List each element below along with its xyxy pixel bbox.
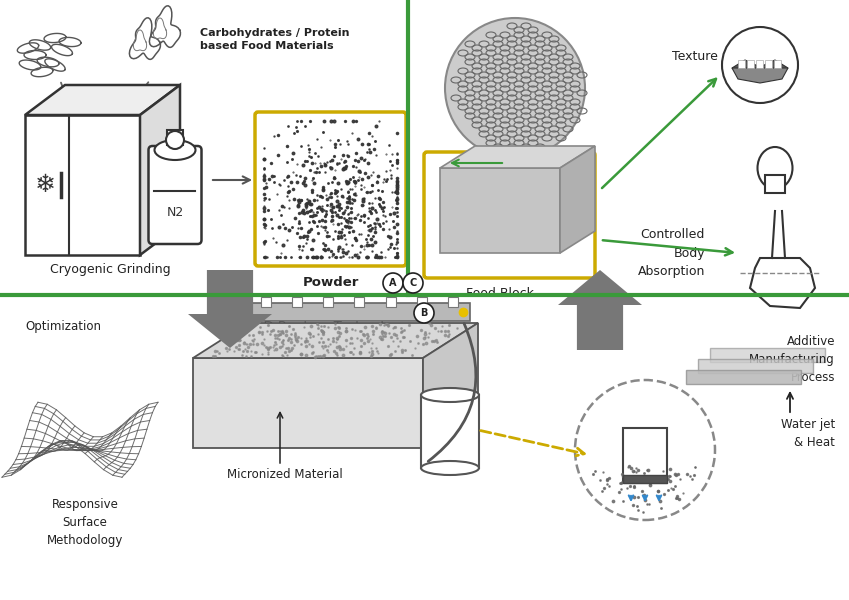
Text: Texture: Texture xyxy=(672,50,718,64)
Text: C: C xyxy=(409,278,417,288)
Bar xyxy=(25,115,140,255)
Bar xyxy=(765,60,772,68)
FancyBboxPatch shape xyxy=(255,112,406,266)
FancyBboxPatch shape xyxy=(149,146,201,244)
Circle shape xyxy=(414,303,434,323)
Bar xyxy=(355,297,364,307)
Polygon shape xyxy=(149,6,181,47)
FancyBboxPatch shape xyxy=(686,370,801,384)
Bar xyxy=(738,60,745,68)
Text: Carbohydrates / Protein
based Food Materials: Carbohydrates / Protein based Food Mater… xyxy=(200,28,350,51)
Bar xyxy=(421,395,479,468)
Polygon shape xyxy=(732,68,788,83)
Circle shape xyxy=(383,273,403,293)
Polygon shape xyxy=(193,323,478,358)
Text: Responsive
Surface
Methodology: Responsive Surface Methodology xyxy=(47,498,123,547)
Ellipse shape xyxy=(155,140,195,160)
Bar xyxy=(250,303,470,321)
Polygon shape xyxy=(750,258,815,308)
Text: Additive
Manufacturing
Process: Additive Manufacturing Process xyxy=(750,335,835,384)
Ellipse shape xyxy=(421,461,479,475)
Text: ❄: ❄ xyxy=(35,173,56,197)
Circle shape xyxy=(403,273,423,293)
FancyBboxPatch shape xyxy=(424,152,595,278)
Text: B: B xyxy=(420,308,428,318)
Bar xyxy=(440,168,560,253)
Text: 3D Printing Technology: 3D Printing Technology xyxy=(255,320,408,333)
Ellipse shape xyxy=(757,147,792,189)
Polygon shape xyxy=(558,270,642,350)
Polygon shape xyxy=(732,60,788,73)
Text: Food Block: Food Block xyxy=(465,287,533,300)
FancyBboxPatch shape xyxy=(710,348,825,362)
Polygon shape xyxy=(25,85,180,115)
Bar xyxy=(167,130,183,145)
Text: Porous Structure: Porous Structure xyxy=(448,168,552,181)
Bar xyxy=(623,475,667,483)
Polygon shape xyxy=(140,85,180,255)
Bar xyxy=(385,297,396,307)
Bar xyxy=(193,358,423,448)
Polygon shape xyxy=(188,270,272,348)
Circle shape xyxy=(166,131,184,149)
Polygon shape xyxy=(560,146,595,253)
Text: Powder: Powder xyxy=(302,276,358,289)
Circle shape xyxy=(575,380,715,520)
Bar xyxy=(774,60,781,68)
Text: Controlled
Body
Absorption: Controlled Body Absorption xyxy=(638,229,705,277)
Bar xyxy=(261,297,271,307)
Polygon shape xyxy=(423,323,478,448)
Bar xyxy=(756,60,763,68)
Polygon shape xyxy=(440,146,595,168)
Bar xyxy=(765,175,785,193)
Text: Water jet
& Heat: Water jet & Heat xyxy=(781,418,835,449)
Text: A: A xyxy=(389,278,396,288)
Bar xyxy=(747,60,754,68)
Circle shape xyxy=(722,27,798,103)
Ellipse shape xyxy=(445,18,585,158)
Bar xyxy=(323,297,334,307)
Text: Cryogenic Grinding: Cryogenic Grinding xyxy=(50,263,171,276)
FancyBboxPatch shape xyxy=(698,359,813,373)
Bar xyxy=(448,297,458,307)
Text: Optimization: Optimization xyxy=(25,320,101,333)
Ellipse shape xyxy=(421,388,479,402)
Polygon shape xyxy=(129,18,160,59)
Bar xyxy=(623,428,667,483)
Text: N2: N2 xyxy=(166,206,183,219)
Text: Micronized Material: Micronized Material xyxy=(228,468,343,481)
Bar xyxy=(417,297,427,307)
Bar xyxy=(292,297,302,307)
